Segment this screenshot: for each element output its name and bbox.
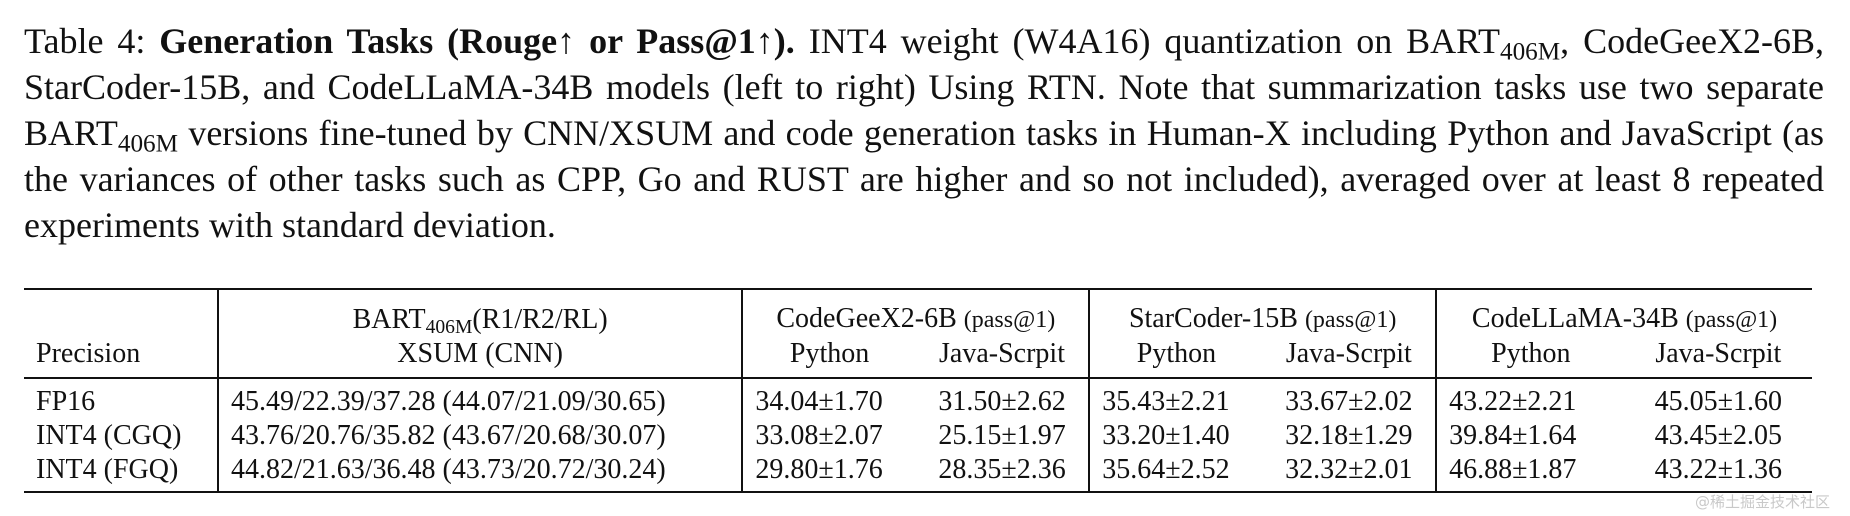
row-cell: 28.35±2.36 — [915, 453, 1090, 493]
row-cell: 25.15±1.97 — [938, 420, 1066, 451]
row-bart: 44.82/21.63/36.48 (43.73/20.72/30.24) — [216, 453, 743, 493]
starcoder-name: StarCoder-15B — [1128, 303, 1298, 334]
codellama-metric: (pass@1) — [1685, 307, 1778, 333]
table-caption: Table 4: Generation Tasks (Rouge↑ or Pas… — [24, 18, 1824, 248]
row-cell: 31.50±2.62 — [938, 386, 1066, 417]
starcoder-java-header: Java-Scrpit — [1262, 337, 1437, 379]
bart-header-tail: (R1/R2/RL) — [472, 303, 608, 335]
table-row: INT4 (FGQ) 44.82/21.63/36.48 (43.73/20.7… — [24, 453, 1812, 493]
row-precision: INT4 (FGQ) — [24, 453, 218, 493]
table-row: FP16 45.49/22.39/37.28 (44.07/21.09/30.6… — [24, 378, 1812, 419]
caption-text-2: , CodeGeeX2-6B, StarCoder-15B, and CodeL… — [24, 21, 1825, 153]
row-cell: 35.43±2.21 — [1088, 378, 1263, 419]
row-cell: 33.67±2.02 — [1285, 386, 1413, 417]
codellama-header: CodeLLaMA-34B (pass@1) — [1435, 288, 1812, 337]
row-cell: 32.18±1.29 — [1285, 420, 1413, 451]
row-precision: INT4 (CGQ) — [36, 420, 182, 451]
starcoder-header: StarCoder-15B (pass@1) — [1088, 288, 1437, 337]
bart-subheader: XSUM (CNN) — [216, 337, 743, 379]
row-cell: 33.20±1.40 — [1088, 419, 1263, 453]
codegeex-java-header: Java-Scrpit — [915, 337, 1090, 379]
codegeex-metric: (pass@1) — [963, 307, 1056, 333]
codellama-python-header: Python — [1435, 337, 1625, 379]
row-cell: 34.04±1.70 — [741, 378, 916, 419]
caption-title: Generation Tasks (Rouge↑ or Pass@1↑). — [159, 21, 795, 61]
row-bart: 43.76/20.76/35.82 (43.67/20.68/30.07) — [216, 419, 743, 453]
row-cell: 39.84±1.64 — [1435, 419, 1625, 453]
bart-header-main: BART — [352, 303, 426, 335]
row-cell: 43.22±1.36 — [1624, 453, 1812, 493]
bart-header-subscript: 406M — [425, 316, 473, 338]
watermark: @稀土掘金技术社区 — [1694, 493, 1830, 511]
codegeex-name: CodeGeeX2-6B — [776, 303, 957, 334]
row-cell: 43.45±2.05 — [1654, 420, 1782, 451]
row-cell: 33.08±2.07 — [741, 419, 916, 453]
precision-header: Precision — [24, 288, 218, 379]
codegeex-python-header: Python — [741, 337, 916, 379]
bart-header: BART406M(R1/R2/RL) — [216, 288, 743, 338]
caption-subscript-2: 406M — [117, 130, 179, 158]
header-row-models: Precision BART406M(R1/R2/RL) CodeGeeX2-6… — [24, 288, 1812, 379]
table-row: INT4 (CGQ) 43.76/20.76/35.82 (43.67/20.6… — [24, 419, 1812, 453]
caption-label: Table 4: — [24, 21, 146, 61]
row-precision: FP16 — [36, 386, 96, 417]
row-cell: 32.32±2.01 — [1262, 453, 1437, 493]
row-bart: 45.49/22.39/37.28 (44.07/21.09/30.65) — [216, 378, 743, 419]
starcoder-python-header: Python — [1088, 337, 1263, 379]
row-cell: 46.88±1.87 — [1435, 453, 1625, 493]
starcoder-metric: (pass@1) — [1304, 307, 1397, 333]
row-cell: 35.64±2.52 — [1088, 453, 1263, 493]
header-row-languages: XSUM (CNN) Python Java-Scrpit Python Jav… — [24, 337, 1812, 379]
row-cell: 45.05±1.60 — [1654, 386, 1782, 417]
caption-text-3: versions fine-tuned by CNN/XSUM and code… — [24, 113, 1824, 245]
caption-text-1: INT4 weight (W4A16) quantization on BART — [808, 21, 1500, 61]
results-table: Precision BART406M(R1/R2/RL) CodeGeeX2-6… — [24, 288, 1812, 493]
codellama-java-header: Java-Scrpit — [1624, 337, 1812, 379]
caption-subscript-1: 406M — [1499, 38, 1561, 66]
codellama-name: CodeLLaMA-34B — [1471, 303, 1679, 334]
row-cell: 43.22±2.21 — [1435, 378, 1625, 419]
row-cell: 29.80±1.76 — [741, 453, 916, 493]
codegeex-header: CodeGeeX2-6B (pass@1) — [741, 288, 1090, 337]
results-table-container: Precision BART406M(R1/R2/RL) CodeGeeX2-6… — [24, 288, 1812, 493]
